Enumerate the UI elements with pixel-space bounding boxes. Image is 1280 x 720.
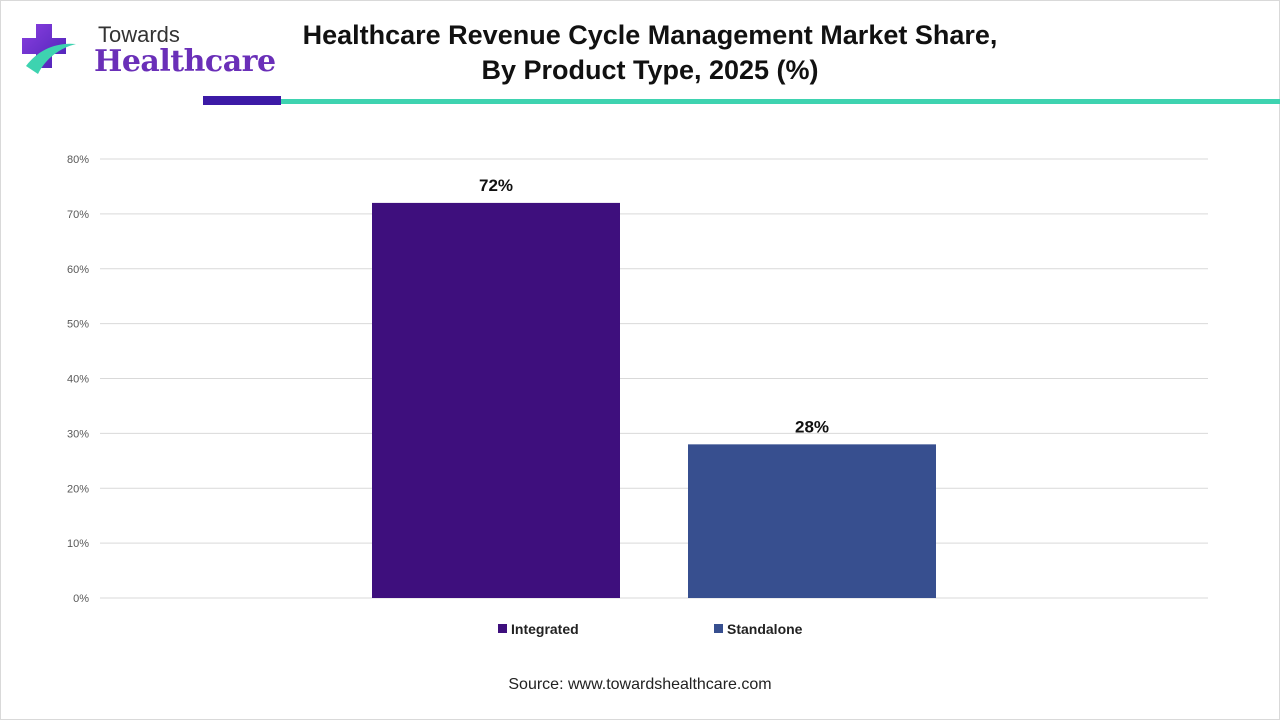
y-tick-label: 10% <box>67 538 89 550</box>
source-note: Source: www.towardshealthcare.com <box>508 676 772 693</box>
y-tick-label: 40% <box>67 374 89 386</box>
y-tick-label: 60% <box>67 264 89 276</box>
y-tick-label: 70% <box>67 209 89 221</box>
y-tick-label: 30% <box>67 428 89 440</box>
y-tick-label: 0% <box>73 593 89 605</box>
logo-text-healthcare: Healthcare <box>94 44 276 79</box>
y-tick-label: 80% <box>67 154 89 166</box>
y-tick-label: 20% <box>67 483 89 495</box>
bar-integrated <box>372 202 620 598</box>
legend-label: Standalone <box>727 621 803 637</box>
bar-standalone <box>688 444 936 598</box>
data-label: 28% <box>795 417 829 436</box>
chart-title: Healthcare Revenue Cycle Management Mark… <box>300 18 1000 88</box>
chart-title-line-1: Healthcare Revenue Cycle Management Mark… <box>302 20 998 50</box>
y-tick-label: 50% <box>67 319 89 331</box>
data-label: 72% <box>479 176 513 195</box>
logo-text-towards: Towards <box>98 22 180 47</box>
title-rule-teal <box>281 99 1280 104</box>
legend-swatch <box>714 624 723 633</box>
legend-swatch <box>498 624 507 633</box>
legend-label: Integrated <box>511 621 579 637</box>
chart-title-line-2: By Product Type, 2025 (%) <box>481 55 819 85</box>
medical-cross-icon <box>22 24 76 74</box>
logo: Towards Healthcare <box>20 20 276 86</box>
title-rule-dark <box>203 96 281 105</box>
